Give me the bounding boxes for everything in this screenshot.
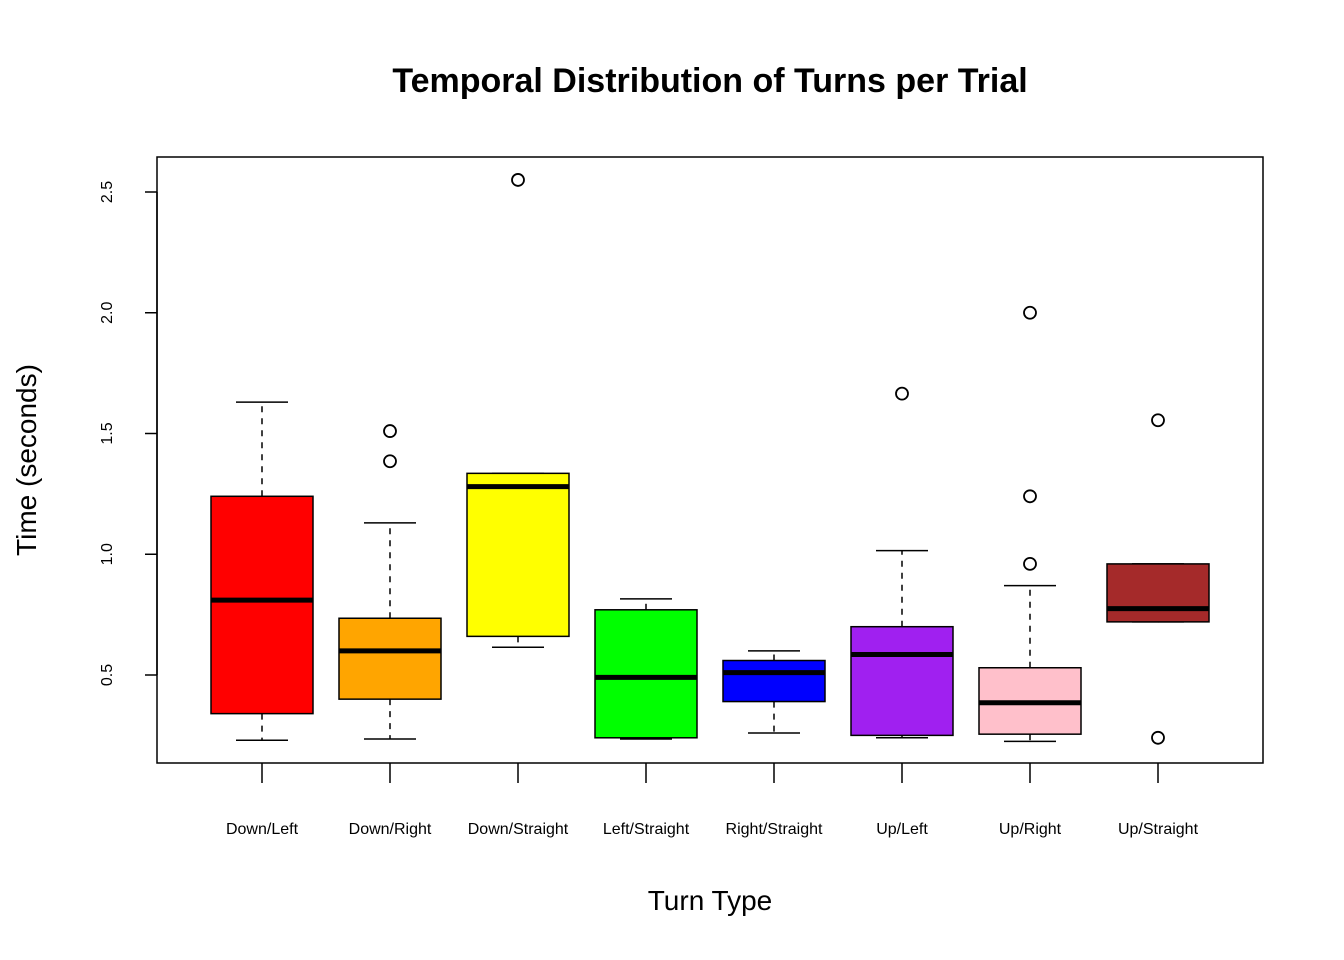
x-tick-label: Left/Straight: [603, 821, 690, 838]
iqr-box: [850, 625, 954, 737]
x-tick-label: Down/Right: [349, 821, 432, 838]
iqr-box: [210, 495, 314, 715]
y-axis-label: Time (seconds): [11, 364, 42, 556]
outlier-point: [1023, 557, 1037, 571]
iqr-box: [722, 659, 826, 703]
y-tick-label: 2.5: [99, 181, 116, 203]
box-group: [850, 386, 954, 739]
box-group: [338, 424, 442, 740]
x-axis: Down/Left Down/Right Down/Straight Left/Str…: [226, 763, 1199, 838]
chart-title: Temporal Distribution of Turns per Trial: [392, 62, 1027, 100]
box-group: [466, 173, 570, 648]
iqr-box: [594, 609, 698, 739]
outlier-point: [383, 424, 397, 438]
iqr-box: [1106, 563, 1210, 623]
x-tick-label: Down/Left: [226, 821, 299, 838]
y-tick-label: 1.0: [99, 543, 116, 565]
y-tick-label: 1.5: [99, 422, 116, 444]
x-axis-label: Turn Type: [648, 885, 773, 916]
y-axis: 0.5 1.0 1.5 2.0 2.5: [99, 181, 158, 686]
x-tick-label: Down/Straight: [468, 821, 569, 838]
iqr-box: [466, 472, 570, 638]
x-tick-label: Up/Straight: [1118, 821, 1199, 838]
outlier-point: [1151, 413, 1165, 428]
x-tick-label: Up/Left: [876, 821, 928, 838]
outlier-point: [1023, 305, 1037, 320]
box-group: [594, 598, 698, 740]
y-tick-label: 2.0: [99, 302, 116, 324]
outlier-point: [1023, 489, 1037, 504]
outlier-point: [1151, 730, 1165, 745]
y-tick-label: 0.5: [99, 664, 116, 686]
box-group: [722, 650, 826, 734]
outlier-point: [895, 386, 909, 401]
outlier-point: [511, 173, 525, 187]
x-tick-label: Up/Right: [999, 821, 1062, 838]
boxes-layer: [210, 173, 1210, 745]
box-group: [210, 401, 314, 741]
outlier-point: [383, 454, 397, 469]
x-tick-label: Right/Straight: [726, 821, 823, 838]
box-group: [978, 305, 1082, 743]
box-group: [1106, 413, 1210, 745]
plot-frame: [156, 156, 1264, 764]
iqr-box: [338, 617, 442, 700]
